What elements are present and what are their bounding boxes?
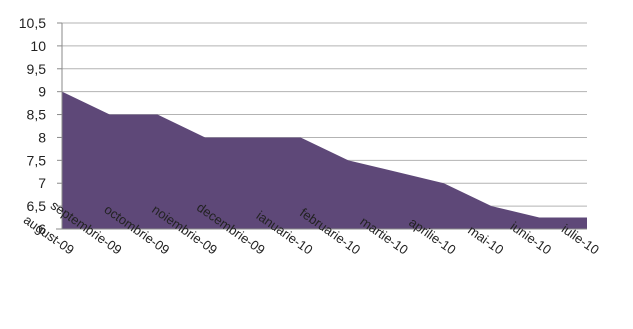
y-tick-label: 7 — [38, 175, 46, 191]
y-tick-label: 10,5 — [19, 15, 46, 31]
axes — [56, 22, 587, 230]
y-tick-labels: 6 6,5 7 7,5 8 8,5 9 9,5 10 10,5 — [19, 15, 46, 237]
y-tick-label: 10 — [30, 38, 46, 54]
y-tick-label: 8,5 — [27, 107, 47, 123]
y-tick-label: 7,5 — [27, 152, 47, 168]
area-series — [62, 91, 587, 230]
y-tick-label: 6,5 — [27, 198, 47, 214]
area-fill — [62, 91, 587, 230]
y-tick-label: 8 — [38, 129, 46, 145]
y-tick-label: 6 — [38, 221, 46, 237]
y-tick-label: 9 — [38, 84, 46, 100]
y-tick-label: 9,5 — [27, 61, 47, 77]
